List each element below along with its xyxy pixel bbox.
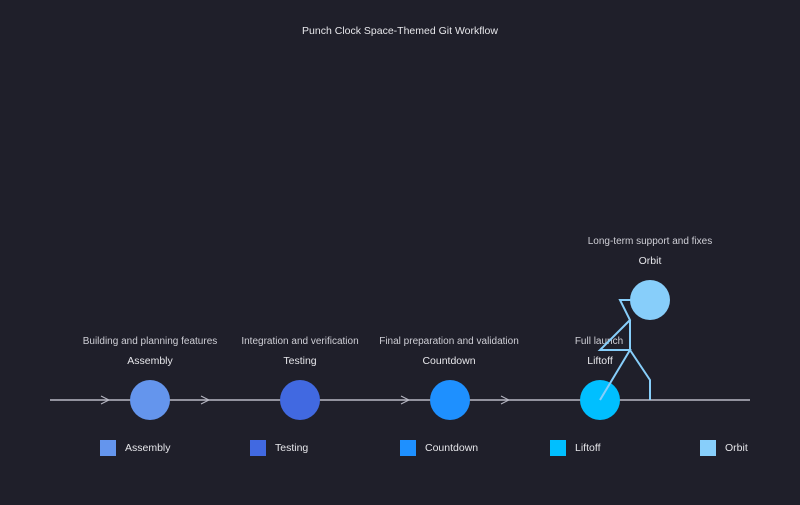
arrow-icon [100, 395, 111, 405]
stage-description: Final preparation and validation [379, 336, 519, 347]
stage-node [280, 380, 320, 420]
orbit-trajectory-lower [629, 320, 651, 400]
stage-description: Integration and verification [241, 336, 358, 347]
orbit-path [597, 299, 651, 401]
legend-label: Liftoff [575, 442, 601, 454]
legend-item-assembly: Assembly [100, 440, 171, 456]
stage-description: Building and planning features [83, 336, 218, 347]
legend-label: Countdown [425, 442, 478, 454]
legend-swatch [550, 440, 566, 456]
stage-countdown: Final preparation and validation Countdo… [379, 336, 519, 420]
legend-item-orbit: Orbit [700, 440, 748, 456]
legend-item-liftoff: Liftoff [550, 440, 601, 456]
stage-label: Countdown [422, 355, 475, 367]
legend: Assembly Testing Countdown Liftoff Orbit [100, 440, 748, 456]
stage-label: Liftoff [587, 355, 613, 367]
stage-label: Testing [283, 355, 316, 367]
stage-label: Assembly [127, 355, 173, 367]
orbit-trajectory-upper [597, 299, 650, 401]
arrow-icon [400, 395, 411, 405]
stage-label: Orbit [639, 255, 662, 267]
legend-item-countdown: Countdown [400, 440, 478, 456]
arrow-icon [500, 395, 511, 405]
legend-label: Assembly [125, 442, 171, 454]
stage-node [630, 280, 670, 320]
arrow-icon [200, 395, 211, 405]
stage-node [130, 380, 170, 420]
stage-orbit: Long-term support and fixes Orbit [588, 236, 713, 320]
stage-node [430, 380, 470, 420]
legend-swatch [100, 440, 116, 456]
stage-liftoff: Full launch Liftoff [575, 336, 623, 420]
stage-testing: Integration and verification Testing [241, 336, 359, 420]
legend-label: Orbit [725, 442, 748, 454]
legend-item-testing: Testing [250, 440, 308, 456]
legend-label: Testing [275, 442, 308, 454]
legend-swatch [250, 440, 266, 456]
stage-assembly: Building and planning features Assembly [83, 336, 218, 420]
legend-swatch [400, 440, 416, 456]
diagram-title: Punch Clock Space-Themed Git Workflow [302, 25, 498, 37]
timeline-arrows [100, 395, 511, 405]
legend-swatch [700, 440, 716, 456]
stage-description: Long-term support and fixes [588, 236, 713, 247]
stage-description: Full launch [575, 336, 623, 347]
